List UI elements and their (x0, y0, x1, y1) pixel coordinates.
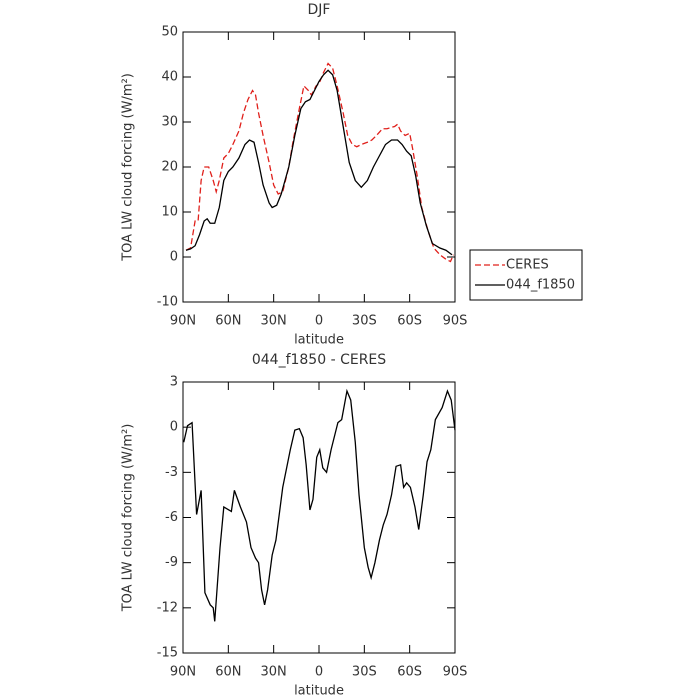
x-tick-label: 0 (315, 665, 323, 680)
y-tick-label: 50 (161, 25, 178, 40)
series-line (185, 69, 453, 256)
y-tick-label: 20 (161, 160, 178, 175)
x-axis-label: latitude (294, 684, 344, 699)
x-tick-label: 60N (215, 665, 241, 680)
y-tick-label: 3 (170, 375, 178, 390)
y-tick-label: 30 (161, 115, 178, 130)
y-tick-label: 0 (170, 420, 178, 435)
y-tick-label: -12 (157, 600, 178, 615)
x-tick-label: 30S (352, 665, 377, 680)
legend-label: 044_f1850 (506, 278, 575, 293)
x-tick-label: 60S (397, 314, 422, 329)
plot-frame (182, 381, 456, 654)
series-line (183, 388, 456, 622)
x-tick-label: 60S (397, 665, 422, 680)
x-tick-label: 60N (215, 314, 241, 329)
x-tick-label: 30N (261, 665, 287, 680)
x-tick-label: 30N (261, 314, 287, 329)
y-tick-label: 0 (170, 250, 178, 265)
x-tick-label: 0 (315, 314, 323, 329)
chart-title: 044_f1850 - CERES (252, 352, 386, 368)
x-tick-label: 90N (170, 665, 196, 680)
y-tick-label: -10 (157, 295, 178, 310)
series-line (185, 62, 455, 263)
x-tick-label: 90S (443, 314, 468, 329)
x-axis-label: latitude (294, 333, 344, 348)
y-tick-label: 10 (161, 205, 178, 220)
chart-title: DJF (308, 2, 331, 18)
y-axis-label: TOA LW cloud forcing (W/m²) (121, 73, 136, 262)
y-tick-label: 40 (161, 70, 178, 85)
y-tick-label: -3 (165, 465, 178, 480)
y-axis-label: TOA LW cloud forcing (W/m²) (121, 424, 136, 613)
y-tick-label: -6 (165, 510, 178, 525)
x-tick-label: 90N (170, 314, 196, 329)
legend-label: CERES (506, 258, 549, 273)
x-tick-label: 30S (352, 314, 377, 329)
legend-box (469, 249, 583, 301)
y-tick-label: -15 (157, 646, 178, 661)
x-tick-label: 90S (443, 665, 468, 680)
plot-frame (182, 31, 456, 303)
y-tick-label: -9 (165, 555, 178, 570)
